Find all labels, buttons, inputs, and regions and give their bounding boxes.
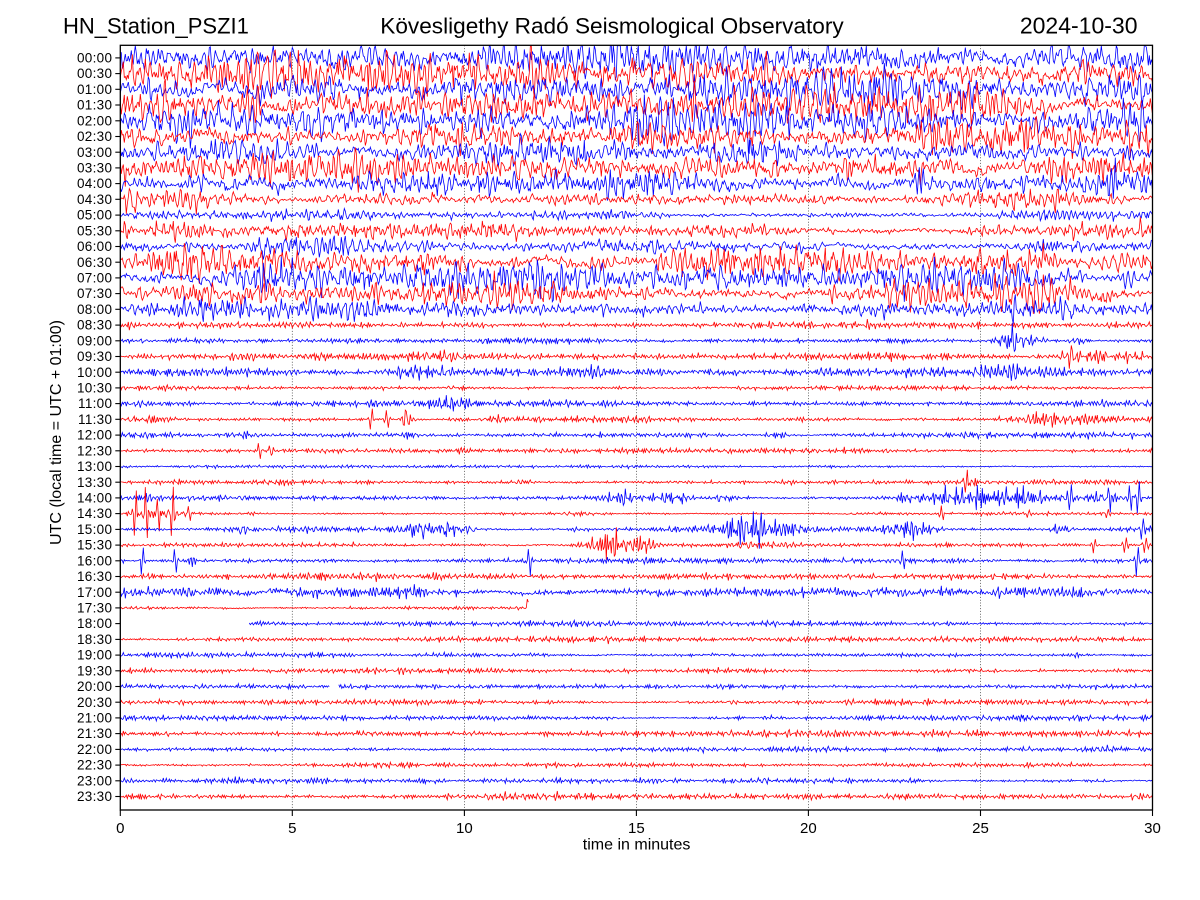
svg-text:16:00: 16:00 xyxy=(77,553,112,568)
svg-text:21:30: 21:30 xyxy=(77,726,112,741)
svg-text:13:00: 13:00 xyxy=(77,459,112,474)
svg-text:2024-10-30: 2024-10-30 xyxy=(1020,13,1138,39)
svg-text:08:30: 08:30 xyxy=(77,318,112,333)
svg-text:20: 20 xyxy=(800,820,817,837)
svg-text:07:30: 07:30 xyxy=(77,286,112,301)
svg-text:02:00: 02:00 xyxy=(77,113,112,128)
svg-text:10:00: 10:00 xyxy=(77,365,112,380)
svg-text:00:30: 00:30 xyxy=(77,66,112,81)
svg-text:30: 30 xyxy=(1144,820,1161,837)
svg-text:03:00: 03:00 xyxy=(77,145,112,160)
svg-text:time in minutes: time in minutes xyxy=(583,837,691,854)
svg-text:00:00: 00:00 xyxy=(77,51,112,66)
svg-text:16:30: 16:30 xyxy=(77,569,112,584)
svg-text:HN_Station_PSZI1: HN_Station_PSZI1 xyxy=(63,14,249,39)
svg-text:04:00: 04:00 xyxy=(77,176,112,191)
svg-text:15:00: 15:00 xyxy=(77,522,112,537)
svg-text:Kövesligethy Radó Seismologica: Kövesligethy Radó Seismological Observat… xyxy=(380,14,844,39)
svg-text:22:00: 22:00 xyxy=(77,742,112,757)
svg-text:11:00: 11:00 xyxy=(78,396,112,411)
svg-text:05:00: 05:00 xyxy=(77,208,112,223)
svg-text:04:30: 04:30 xyxy=(77,192,112,207)
svg-text:19:00: 19:00 xyxy=(77,648,112,663)
svg-text:17:30: 17:30 xyxy=(77,601,112,616)
svg-text:11:30: 11:30 xyxy=(78,412,112,427)
svg-text:12:30: 12:30 xyxy=(77,443,112,458)
svg-text:UTC (local time = UTC + 01:00): UTC (local time = UTC + 01:00) xyxy=(48,320,65,545)
svg-text:14:30: 14:30 xyxy=(77,506,112,521)
svg-text:23:00: 23:00 xyxy=(77,773,112,788)
svg-text:22:30: 22:30 xyxy=(77,758,112,773)
svg-text:03:30: 03:30 xyxy=(77,161,112,176)
svg-text:15:30: 15:30 xyxy=(77,538,112,553)
svg-text:23:30: 23:30 xyxy=(77,789,112,804)
svg-text:5: 5 xyxy=(288,820,296,837)
svg-text:06:00: 06:00 xyxy=(77,239,112,254)
svg-text:19:30: 19:30 xyxy=(77,663,112,678)
svg-text:10: 10 xyxy=(456,820,473,837)
svg-text:09:00: 09:00 xyxy=(77,333,112,348)
svg-text:09:30: 09:30 xyxy=(77,349,112,364)
svg-text:02:30: 02:30 xyxy=(77,129,112,144)
svg-text:18:30: 18:30 xyxy=(77,632,112,647)
svg-text:18:00: 18:00 xyxy=(77,616,112,631)
svg-text:21:00: 21:00 xyxy=(77,711,112,726)
svg-text:10:30: 10:30 xyxy=(77,381,112,396)
svg-text:14:00: 14:00 xyxy=(77,491,112,506)
svg-text:07:00: 07:00 xyxy=(77,271,112,286)
svg-text:01:00: 01:00 xyxy=(77,82,112,97)
svg-text:0: 0 xyxy=(116,820,124,837)
svg-text:13:30: 13:30 xyxy=(77,475,112,490)
svg-text:25: 25 xyxy=(972,820,989,837)
svg-text:05:30: 05:30 xyxy=(77,223,112,238)
svg-text:01:30: 01:30 xyxy=(77,98,112,113)
svg-text:20:30: 20:30 xyxy=(77,695,112,710)
svg-text:20:00: 20:00 xyxy=(77,679,112,694)
svg-text:17:00: 17:00 xyxy=(77,585,112,600)
svg-text:15: 15 xyxy=(628,820,645,837)
svg-text:08:00: 08:00 xyxy=(77,302,112,317)
svg-text:06:30: 06:30 xyxy=(77,255,112,270)
svg-text:12:00: 12:00 xyxy=(77,428,112,443)
